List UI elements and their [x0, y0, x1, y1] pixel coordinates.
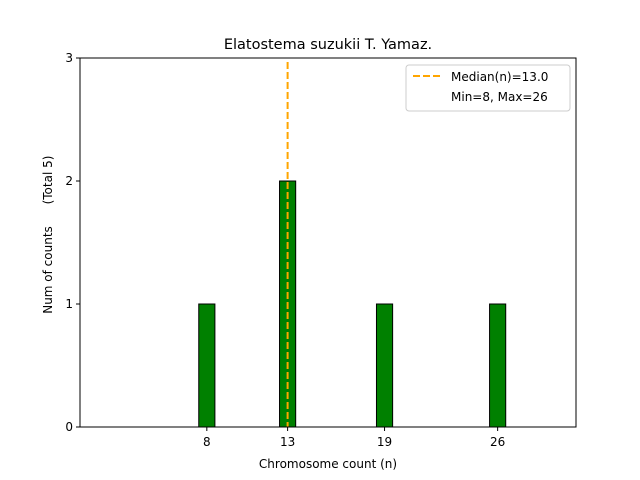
x-tick-label: 19	[377, 435, 392, 449]
legend-box	[405, 64, 571, 112]
y-ticks: 0 1 2 3	[65, 51, 80, 434]
y-tick-label: 0	[65, 420, 73, 434]
y-tick-label: 2	[65, 174, 73, 188]
y-axis-label: Num of counts	[41, 226, 55, 314]
y-tick-label: 1	[65, 297, 73, 311]
chart-title: Elatostema suzukii T. Yamaz.	[224, 37, 432, 53]
legend-entry-min-max: Min=8, Max=26	[451, 90, 548, 104]
plot-frame	[79, 57, 577, 428]
bar	[375, 303, 394, 428]
x-tick-label: 13	[280, 435, 295, 449]
legend-entry-median: Median(n)=13.0	[451, 70, 548, 84]
y-axis-total-note: (Total 5)	[41, 156, 55, 205]
legend: Median(n)=13.0 Min=8, Max=26	[405, 64, 571, 112]
x-ticks: 8 13 19 26	[203, 427, 505, 449]
x-tick-label: 8	[203, 435, 211, 449]
x-axis-label: Chromosome count (n)	[259, 457, 397, 471]
bar	[198, 303, 216, 428]
bars	[198, 180, 507, 428]
x-tick-label: 26	[490, 435, 505, 449]
bar	[489, 303, 507, 428]
y-tick-label: 3	[65, 51, 73, 65]
